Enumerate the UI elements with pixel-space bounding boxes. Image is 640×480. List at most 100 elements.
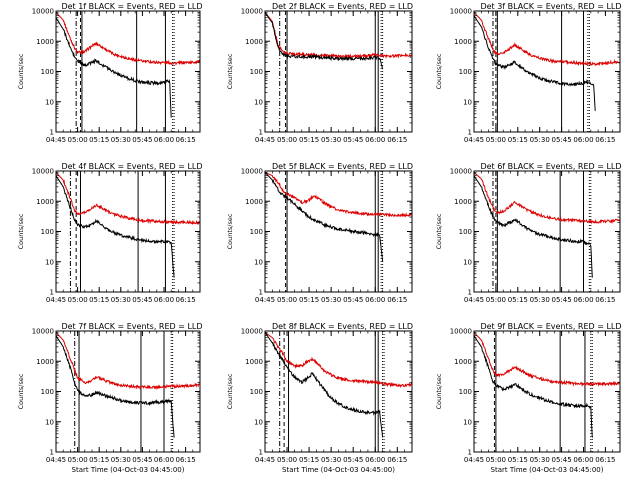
y-axis-label: Counts/sec	[17, 373, 25, 409]
x-tick-label: 05:15	[508, 296, 528, 304]
events-series-line	[474, 175, 593, 278]
x-tick-label: 05:45	[343, 136, 363, 144]
y-tick-label: 10	[45, 98, 54, 106]
x-tick-label: 05:45	[132, 456, 152, 464]
x-tick-label: 04:45	[464, 136, 484, 144]
x-tick-label: 05:45	[552, 456, 572, 464]
x-tick-label: 05:00	[68, 296, 88, 304]
y-tick-label: 10	[254, 98, 263, 106]
x-tick-label: 04:45	[46, 296, 66, 304]
y-tick-label: 1	[468, 289, 472, 297]
x-tick-label: 05:15	[508, 136, 528, 144]
x-tick-label: 06:15	[387, 456, 407, 464]
y-axis-label: Counts/sec	[226, 213, 234, 249]
x-tick-label: 05:30	[321, 456, 341, 464]
y-tick-label: 10000	[32, 8, 54, 16]
y-tick-label: 1	[468, 129, 472, 137]
y-tick-label: 10	[463, 258, 472, 266]
panel-title: Det 5f BLACK = Events, RED = LLD	[272, 162, 413, 171]
x-tick-label: 06:00	[365, 136, 385, 144]
y-tick-label: 10	[463, 418, 472, 426]
x-tick-label: 06:15	[176, 296, 196, 304]
x-tick-label: 05:15	[299, 136, 319, 144]
x-tick-label: 06:15	[595, 296, 615, 304]
panel-7: 1 10 100 1000 10000 04:45 05:00 05:15 05:30 05:45…	[17, 322, 203, 474]
y-tick-label: 1	[50, 129, 54, 137]
events-series-line	[56, 17, 172, 118]
y-tick-label: 10	[254, 418, 263, 426]
x-tick-label: 05:30	[321, 136, 341, 144]
y-axis-label: Counts/sec	[17, 213, 25, 249]
x-tick-label: 06:15	[387, 296, 407, 304]
x-tick-label: 06:00	[154, 136, 174, 144]
plot-frame	[473, 170, 621, 293]
y-tick-label: 10000	[241, 168, 263, 176]
plot-frame	[55, 170, 201, 293]
x-tick-label: 05:45	[343, 456, 363, 464]
y-axis-label: Counts/sec	[17, 53, 25, 89]
events-series-line	[56, 175, 175, 278]
y-tick-label: 10000	[450, 168, 472, 176]
events-series-line	[265, 332, 384, 438]
x-tick-label: 06:15	[387, 136, 407, 144]
panel-5: 1 10 100 1000 10000 04:45 05:00 05:15 05:30 05:45…	[226, 162, 413, 304]
panel-title: Det 1f BLACK = Events, RED = LLD	[61, 2, 202, 11]
x-tick-label: 05:00	[486, 136, 506, 144]
events-series-line	[56, 335, 175, 438]
x-tick-label: 05:30	[530, 456, 550, 464]
panel-title: Det 2f BLACK = Events, RED = LLD	[272, 2, 413, 11]
x-tick-label: 05:00	[486, 456, 506, 464]
y-tick-label: 1000	[36, 358, 54, 366]
lld-series-line	[56, 172, 200, 225]
y-tick-label: 10000	[241, 328, 263, 336]
y-axis-label: Counts/sec	[226, 373, 234, 409]
y-tick-label: 100	[250, 228, 263, 236]
y-tick-label: 1000	[454, 358, 472, 366]
y-tick-label: 10	[45, 418, 54, 426]
x-tick-label: 05:00	[277, 296, 297, 304]
x-tick-label: 05:00	[277, 136, 297, 144]
y-tick-label: 1000	[454, 38, 472, 46]
plot-frame	[264, 330, 413, 453]
y-axis-label: Counts/sec	[435, 53, 443, 89]
panel-9: 1 10 100 1000 10000 04:45 05:00 05:15 05:30 05:45…	[435, 322, 622, 474]
lld-series-line	[56, 12, 200, 66]
y-axis-label: Counts/sec	[435, 373, 443, 409]
x-tick-label: 05:30	[111, 456, 131, 464]
events-series-line	[474, 15, 596, 111]
lld-series-line	[474, 12, 620, 67]
panel-title: Det 3f BLACK = Events, RED = LLD	[480, 2, 621, 11]
panel-title: Det 4f BLACK = Events, RED = LLD	[61, 162, 202, 171]
y-tick-label: 100	[41, 388, 54, 396]
y-tick-label: 10000	[32, 328, 54, 336]
plot-frame	[55, 330, 201, 453]
y-tick-label: 1000	[36, 38, 54, 46]
panel-title: Det 9f BLACK = Events, RED = LLD	[480, 322, 621, 331]
y-tick-label: 100	[459, 68, 472, 76]
y-tick-label: 10000	[450, 328, 472, 336]
y-axis-label: Counts/sec	[435, 213, 443, 249]
lld-series-line	[265, 331, 412, 388]
panel-6: 1 10 100 1000 10000 04:45 05:00 05:15 05:30 05:45…	[435, 162, 622, 304]
x-axis-label: Start Time (04-Oct-03 04:45:00)	[282, 466, 395, 474]
panel-8: 1 10 100 1000 10000 04:45 05:00 05:15 05:30 05:45…	[226, 322, 413, 474]
x-tick-label: 06:00	[573, 456, 593, 464]
y-tick-label: 10000	[241, 8, 263, 16]
x-tick-label: 05:45	[552, 296, 572, 304]
x-tick-label: 05:15	[299, 296, 319, 304]
x-tick-label: 04:45	[255, 456, 275, 464]
x-tick-label: 06:00	[573, 296, 593, 304]
x-tick-label: 06:15	[176, 456, 196, 464]
x-tick-label: 05:45	[132, 296, 152, 304]
x-tick-label: 05:00	[277, 456, 297, 464]
x-tick-label: 06:15	[595, 456, 615, 464]
y-tick-label: 100	[459, 228, 472, 236]
x-tick-label: 04:45	[255, 296, 275, 304]
x-tick-label: 05:30	[530, 296, 550, 304]
y-tick-label: 1	[50, 449, 54, 457]
y-tick-label: 10	[45, 258, 54, 266]
y-tick-label: 100	[41, 68, 54, 76]
x-tick-label: 05:15	[508, 456, 528, 464]
events-series-line	[265, 172, 384, 262]
